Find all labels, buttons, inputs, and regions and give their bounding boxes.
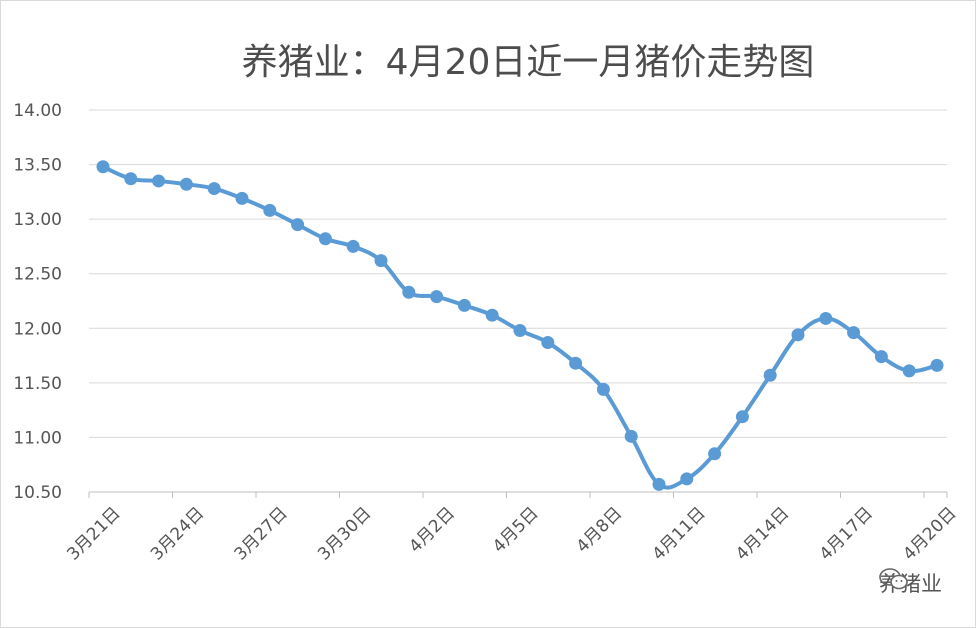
data-point [930,358,944,372]
data-point [513,323,527,337]
y-tick-label: 13.00 [13,210,62,230]
data-point [541,335,555,349]
y-tick-label: 12.50 [13,265,62,285]
data-point [902,364,916,378]
data-point [847,326,861,340]
data-point [152,174,166,188]
data-point [430,290,444,304]
x-tick-label: 3月21日 [63,503,124,564]
watermark-text: 养猪业 [879,572,942,596]
data-point [791,328,805,342]
data-point [179,177,193,191]
data-point [96,160,110,174]
y-tick-label: 14.00 [13,101,62,121]
wechat-icon [879,568,908,590]
x-tick-label: 4月14日 [732,503,793,564]
x-tick-label: 4月5日 [489,503,542,556]
y-tick-label: 10.50 [13,483,62,503]
data-point [708,447,722,461]
data-point [235,191,249,205]
data-point [374,254,388,268]
data-point [763,368,777,382]
data-point [263,203,277,217]
x-tick-label: 3月24日 [147,503,208,564]
data-point [680,472,694,486]
y-tick-label: 11.50 [13,374,62,394]
data-point [207,182,221,196]
data-point [124,172,138,186]
x-tick-label: 4月8日 [573,503,626,556]
x-tick-label: 4月11日 [649,503,710,564]
data-point [485,308,499,322]
data-point [318,232,332,246]
y-tick-label: 13.50 [13,156,62,176]
data-point [402,285,416,299]
data-point [735,410,749,424]
x-tick-label: 4月17日 [816,503,877,564]
data-point [596,382,610,396]
y-tick-label: 11.00 [13,428,62,448]
data-point [652,477,666,491]
chart-title: 养猪业：4月20日近一月猪价走势图 [241,42,815,83]
data-point [346,239,360,253]
x-tick-label: 4月20日 [899,503,960,564]
data-point [291,218,305,232]
data-point [874,350,888,364]
x-tick-label: 4月2日 [405,503,458,556]
watermark: 养猪业 [879,568,942,598]
data-point [819,311,833,325]
y-tick-label: 12.00 [13,319,62,339]
data-point [569,356,583,370]
data-point [457,298,471,312]
x-tick-label: 3月27日 [231,503,292,564]
data-point [624,429,638,443]
x-tick-label: 3月30日 [314,503,375,564]
